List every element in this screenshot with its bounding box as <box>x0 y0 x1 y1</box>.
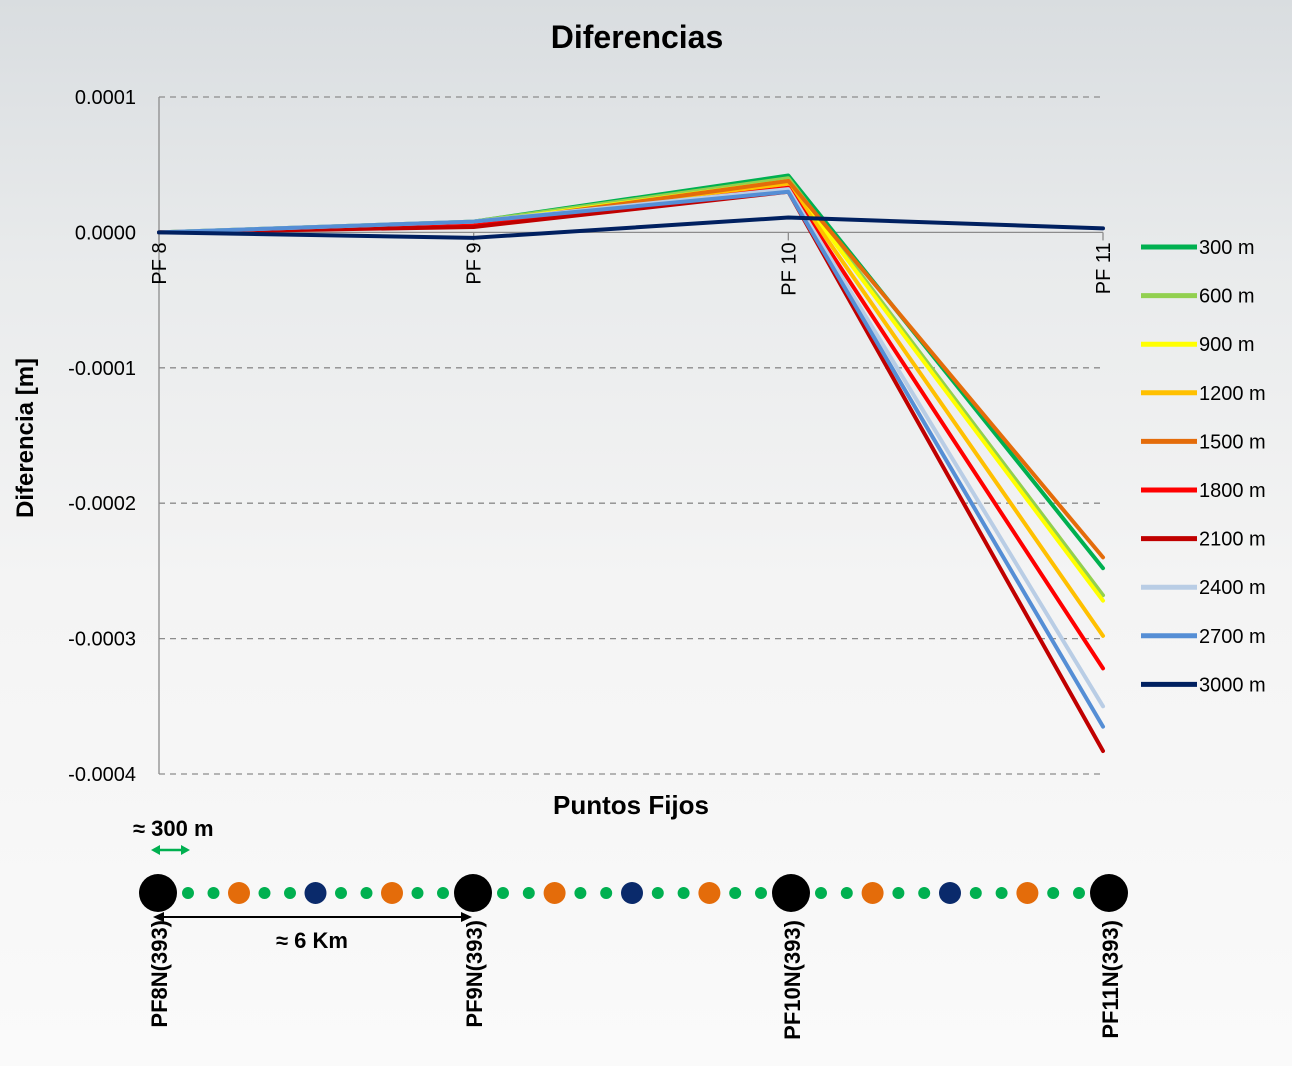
spacing-label: ≈ 300 m <box>133 816 214 841</box>
legend-label: 900 m <box>1199 334 1255 356</box>
orange-station-dot <box>861 882 884 904</box>
green-station-dot <box>1047 887 1060 899</box>
legend-label: 2400 m <box>1199 577 1266 599</box>
distance-label: ≈ 6 Km <box>276 928 348 953</box>
green-station-dot <box>892 887 905 899</box>
y-axis-label: Diferencia [m] <box>12 358 39 518</box>
series-line <box>157 189 1105 753</box>
x-tick-labels: PF 8 PF 9 PF 10 PF 11 <box>149 242 1115 295</box>
series-line <box>157 185 1105 671</box>
green-station-dot <box>411 887 424 899</box>
series-line <box>157 189 1105 729</box>
benchmark-marker <box>1090 874 1128 912</box>
legend-label: 3000 m <box>1199 674 1266 696</box>
green-station-dot <box>207 887 220 899</box>
green-station-dot <box>729 887 742 899</box>
navy-station-dot <box>304 882 327 904</box>
benchmark-labels: PF8N(393) PF9N(393) PF10N(393) PF11N(393) <box>147 920 1123 1040</box>
navy-station-dot <box>621 882 643 904</box>
green-station-dot <box>522 887 535 899</box>
x-tick-label: PF 10 <box>778 242 800 295</box>
legend-label: 300 m <box>1199 237 1255 259</box>
legend-label: 600 m <box>1199 286 1255 308</box>
benchmark-label: PF9N(393) <box>462 920 487 1028</box>
navy-station-dot <box>939 882 961 904</box>
green-station-dot <box>497 887 509 899</box>
green-station-dot <box>1073 887 1085 899</box>
x-tick-label: PF 11 <box>1093 242 1115 294</box>
y-tick-label: -0.0003 <box>68 629 136 651</box>
green-station-dot <box>335 887 347 899</box>
legend-label: 2100 m <box>1199 529 1266 551</box>
chart-title: Diferencias <box>551 19 724 55</box>
benchmark-label: PF11N(393) <box>1098 920 1123 1039</box>
green-station-dot <box>600 887 613 899</box>
legend: 300 m 600 m 900 m 1200 m 1500 m 1800 m 2100 m 2… <box>1141 237 1266 696</box>
legend-label: 1500 m <box>1199 431 1266 453</box>
y-tick-labels: 0.0001 0.0000 -0.0001 -0.0002 -0.0003 -0.0004 <box>68 87 136 786</box>
orange-station-dot <box>543 882 566 904</box>
y-tick-label: -0.0002 <box>68 493 136 515</box>
series-line <box>157 215 1105 240</box>
orange-station-dot <box>698 882 721 904</box>
orange-station-dot <box>228 882 250 904</box>
distance-arrow <box>153 912 472 922</box>
benchmark-marker <box>772 874 810 912</box>
green-station-dot <box>182 887 194 899</box>
green-station-dot <box>815 887 827 899</box>
y-tick-label: 0.0000 <box>75 222 136 244</box>
green-station-dot <box>651 887 664 899</box>
legend-label: 1800 m <box>1199 480 1266 502</box>
green-station-dot <box>969 887 982 899</box>
green-station-dot <box>360 887 373 899</box>
orange-station-dot <box>381 882 403 904</box>
green-station-dot <box>258 887 271 899</box>
benchmark-label: PF10N(393) <box>780 920 805 1040</box>
spacing-arrow <box>151 845 190 855</box>
green-station-dot <box>995 887 1008 899</box>
x-axis-label: Puntos Fijos <box>553 790 709 820</box>
y-tick-label: -0.0004 <box>68 764 136 786</box>
green-station-dot <box>755 887 767 899</box>
y-tick-label: 0.0001 <box>75 87 136 109</box>
benchmark-line-diagram <box>139 874 1128 912</box>
benchmark-marker <box>139 874 177 912</box>
benchmark-marker <box>454 874 492 912</box>
x-tick-label: PF 8 <box>149 242 171 284</box>
green-station-dot <box>677 887 690 899</box>
green-station-dot <box>574 887 587 899</box>
green-station-dot <box>437 887 449 899</box>
green-station-dot <box>840 887 853 899</box>
green-station-dot <box>918 887 931 899</box>
y-tick-label: -0.0001 <box>68 358 136 380</box>
legend-label: 2700 m <box>1199 626 1266 648</box>
orange-station-dot <box>1016 882 1039 904</box>
series-line <box>157 187 1105 709</box>
x-tick-label: PF 9 <box>464 242 486 284</box>
legend-label: 1200 m <box>1199 383 1266 405</box>
green-station-dot <box>284 887 296 899</box>
benchmark-label: PF8N(393) <box>147 920 172 1028</box>
series-lines <box>157 173 1105 753</box>
